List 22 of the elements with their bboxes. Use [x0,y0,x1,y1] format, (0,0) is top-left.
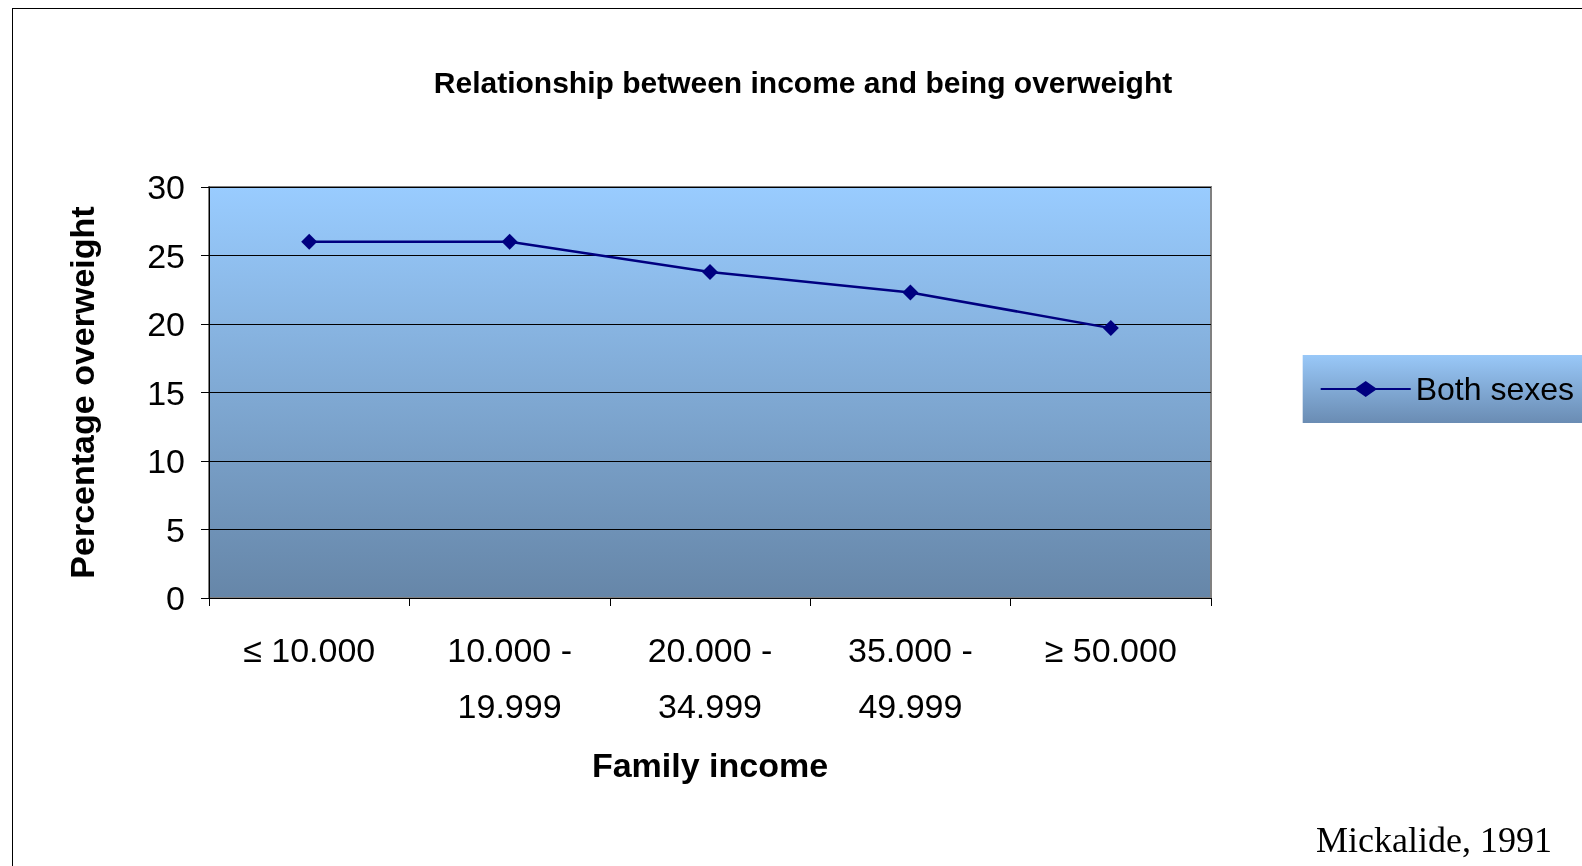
y-axis-title: Percentage overweight [63,206,101,579]
text: Mickalide, 1991 [1316,820,1552,860]
x-tick-label: 10.000 - 19.999 [447,631,572,725]
point [501,233,518,250]
point [1102,320,1119,337]
y-tick-label: 20 [147,305,185,343]
point [702,263,718,280]
y-tick-label: 25 [147,236,185,275]
y-tick-label: 30 [147,168,185,206]
x-tick-label: ≤ 10.000 [243,631,376,669]
legend-label: Both sexes [1415,371,1574,407]
point [301,233,318,250]
chart-title: Relationship between income and being overweight [433,65,1173,99]
y-tick-label: 5 [166,510,185,549]
x-tick-label: 20.000 - 34.999 [647,631,773,725]
y-tick-label: 10 [147,442,185,480]
y-tick-label: 15 [147,373,185,412]
y-tick-label: 0 [166,579,185,617]
x-tick-label: ≥ 50.000 [1044,631,1177,669]
x-tick-label: 35.000 - 49.999 [848,631,973,725]
x-axis-title: Family income [591,746,829,784]
point [902,284,919,301]
